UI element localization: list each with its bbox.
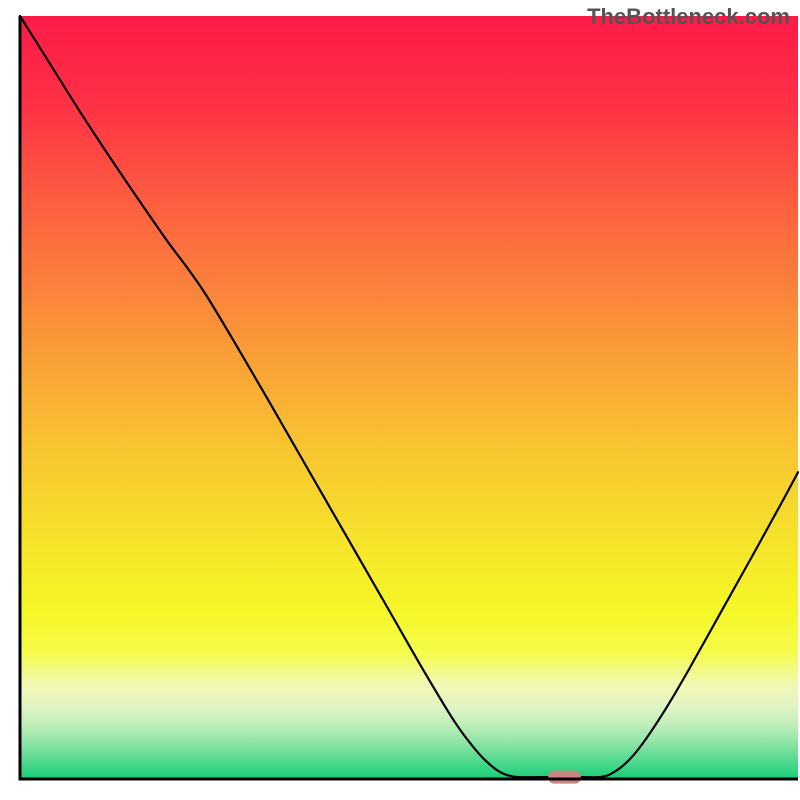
- optimal-marker: [548, 771, 581, 784]
- plot-background: [20, 16, 798, 779]
- watermark-text: TheBottleneck.com: [587, 4, 790, 30]
- chart-svg: [0, 0, 800, 800]
- bottleneck-chart: TheBottleneck.com: [0, 0, 800, 800]
